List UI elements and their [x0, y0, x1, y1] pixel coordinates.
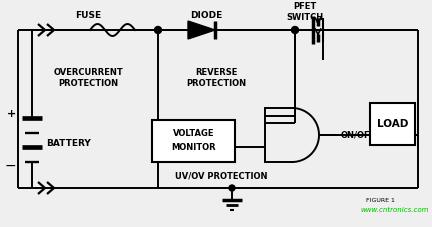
Text: www.cntronics.com: www.cntronics.com	[361, 207, 429, 213]
Circle shape	[229, 185, 235, 191]
Circle shape	[292, 27, 299, 34]
Bar	[370, 103, 415, 145]
Text: BATTERY: BATTERY	[46, 140, 91, 148]
Text: +: +	[7, 109, 16, 119]
Text: LOAD: LOAD	[377, 119, 408, 129]
Bar	[152, 120, 235, 162]
Text: DIODE: DIODE	[191, 10, 222, 20]
Text: VOLTAGE: VOLTAGE	[173, 129, 214, 138]
Text: UV/OV PROTECTION: UV/OV PROTECTION	[175, 172, 268, 180]
Text: FUSE: FUSE	[75, 10, 101, 20]
Text: ON/OFF: ON/OFF	[341, 131, 376, 140]
Polygon shape	[188, 21, 215, 39]
Circle shape	[155, 27, 162, 34]
Text: OVERCURRENT
PROTECTION: OVERCURRENT PROTECTION	[53, 68, 123, 88]
Text: REVERSE
PROTECTION: REVERSE PROTECTION	[187, 68, 247, 88]
Text: PFET
SWITCH: PFET SWITCH	[286, 2, 324, 22]
Text: −: −	[4, 159, 16, 173]
Text: MONITOR: MONITOR	[171, 143, 216, 153]
Text: FIGURE 1: FIGURE 1	[365, 197, 394, 202]
